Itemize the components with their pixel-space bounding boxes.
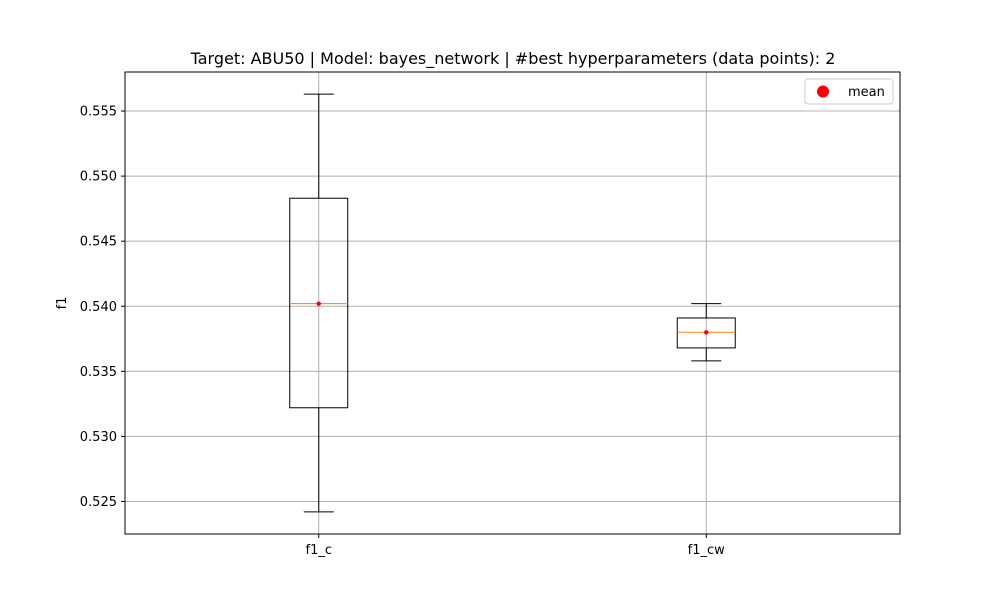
chart-title: Target: ABU50 | Model: bayes_network | #… <box>190 49 836 69</box>
plot-frame <box>124 71 901 535</box>
box-f1-c <box>289 93 349 513</box>
mean-marker <box>316 301 321 306</box>
legend-mean-marker <box>817 85 829 98</box>
x-tick-label-f1-c: f1_c <box>306 543 333 558</box>
y-tick-label: 0.555 <box>80 105 117 120</box>
box-f1-cw <box>676 303 736 362</box>
iqr-box <box>676 317 736 349</box>
legend-frame <box>804 78 894 105</box>
y-tick-label: 0.545 <box>80 235 117 250</box>
legend: mean <box>804 78 894 105</box>
legend-mean-label: mean <box>848 85 885 100</box>
y-tick-label: 0.535 <box>80 365 117 380</box>
y-axis-label: f1 <box>55 297 70 310</box>
x-tick-label-f1-cw: f1_cw <box>688 543 725 558</box>
y-tick-label: 0.550 <box>80 170 117 185</box>
mean-marker <box>704 330 709 335</box>
y-tick-label: 0.525 <box>80 495 117 510</box>
iqr-box <box>289 197 349 409</box>
y-tick-label: 0.530 <box>80 430 117 445</box>
y-tick-label: 0.540 <box>80 300 117 315</box>
box-layer <box>289 93 736 513</box>
tick-layer: 0.525 0.530 0.535 0.540 0.545 0.550 0.555 f1_c f… <box>80 105 725 558</box>
